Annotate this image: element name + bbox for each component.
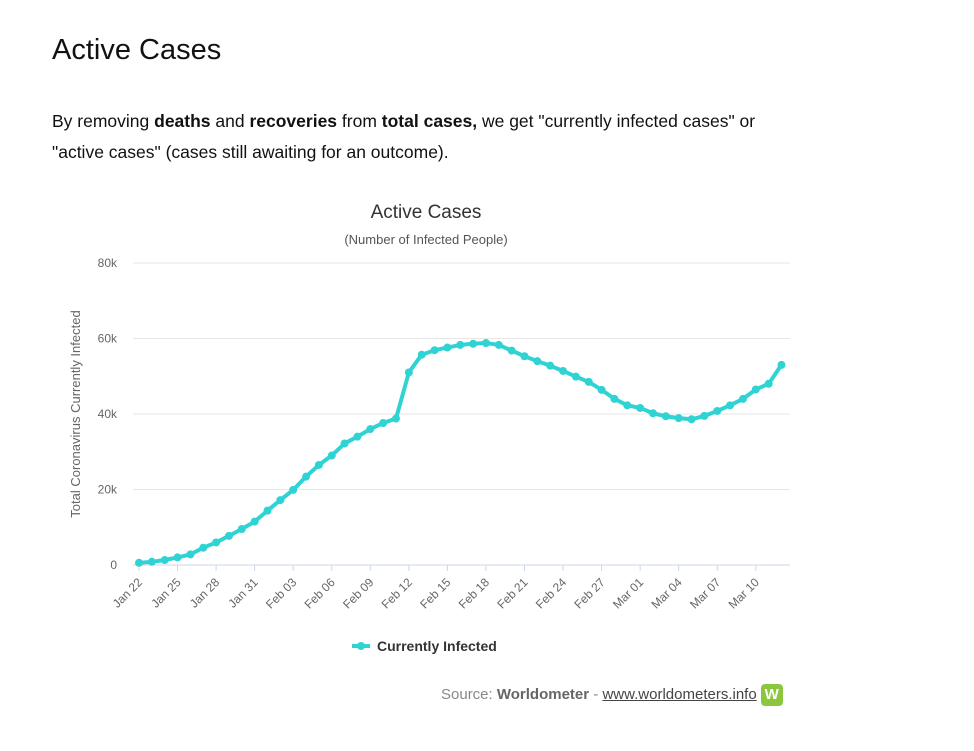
point [764,379,773,388]
x-tick-label: Feb 06 [302,575,339,612]
logo: W [760,684,783,706]
point [199,543,208,552]
x-tick-label: Mar 07 [687,575,724,612]
y-tick-label: 0 [110,558,117,572]
point [302,472,311,481]
point [186,550,195,559]
point [469,339,478,348]
point [327,451,336,460]
point [481,339,490,348]
legend-label: Currently Infected [377,638,497,654]
y-axis-label: Total Coronavirus Currently Infected [68,310,83,517]
series-line [138,341,784,565]
x-tick-label: Feb 03 [263,575,300,612]
point [674,414,683,423]
point [726,401,735,410]
point [584,377,593,386]
point [687,415,696,424]
x-tick-label: Feb 12 [379,575,416,612]
heading: Active Cases [52,34,222,66]
point [173,553,182,562]
point [160,556,169,565]
point [135,558,143,567]
point [777,360,786,369]
point [597,385,606,394]
point [700,411,709,420]
point [571,372,580,381]
point [661,412,670,421]
point [623,401,632,410]
point [353,432,362,441]
point [636,403,645,412]
point [340,439,349,448]
point [237,524,246,533]
x-tick-label: Mar 04 [649,575,686,612]
source-separator: - [589,685,603,703]
source-link[interactable]: www.worldometers.info [602,685,757,703]
point [738,394,747,403]
intro-bold: recoveries [249,111,338,131]
point [520,352,529,361]
point [289,485,298,494]
x-tick-label: Mar 10 [726,575,763,612]
x-tick-label: Feb 09 [340,575,377,612]
point [751,385,760,394]
chart: Active Cases (Number of Infected People)… [68,202,790,654]
x-tick-label: Feb 21 [494,575,531,612]
point [456,340,465,349]
intro-bold: deaths [154,111,211,131]
x-tick-label: Jan 22 [110,575,146,611]
chart-title: Active Cases [371,202,482,223]
point [314,460,323,469]
y-tick-label: 20k [98,483,118,497]
x-tick-label: Mar 01 [610,575,647,612]
y-tick-label: 60k [98,332,118,346]
point [276,496,285,505]
point [212,538,221,547]
point [392,414,400,423]
point [546,361,555,370]
point [147,557,156,566]
legend-marker [357,642,365,650]
intro-bold: total cases, [381,111,478,131]
chart-subtitle: (Number of Infected People) [344,232,507,247]
point [404,368,413,377]
point [494,340,503,349]
x-tick-label: Feb 24 [533,575,570,612]
point [649,409,657,418]
point [430,346,439,355]
point [417,350,426,359]
source-prefix: Source: [441,685,497,703]
x-tick-label: Jan 28 [187,575,223,611]
intro-text: By removing [52,111,155,131]
source: Source: Worldometer - www.worldometers.i… [441,684,783,706]
point [250,517,259,526]
point [366,425,375,434]
point [443,343,452,352]
x-tick-label: Feb 27 [571,575,608,612]
point [507,346,516,355]
source-name: Worldometer [496,685,590,703]
point [713,406,722,415]
point [559,366,568,375]
intro-text: from [337,111,382,131]
intro: By removing deaths and recoveries from t… [52,106,797,168]
x-tick-label: Feb 15 [417,575,454,612]
point [263,506,272,515]
x-tick-label: Jan 25 [148,575,184,611]
intro-text: we get "currently infected cases" or "ac… [52,111,756,162]
y-tick-label: 40k [98,407,118,421]
intro-text: and [210,111,250,131]
point [224,531,233,540]
point [533,357,542,366]
y-tick-label: 80k [98,256,118,270]
point [610,394,619,403]
x-tick-label: Feb 18 [456,575,493,612]
point [379,419,388,428]
x-tick-label: Jan 31 [225,575,261,611]
